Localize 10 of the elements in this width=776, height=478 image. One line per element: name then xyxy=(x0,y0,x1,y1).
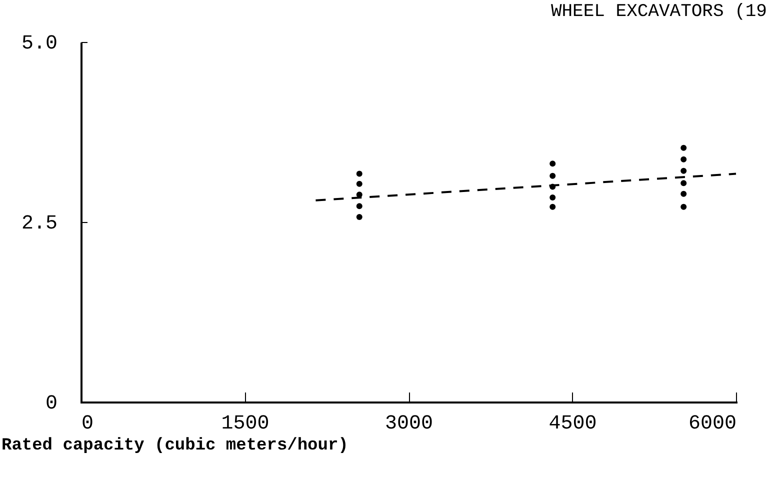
chart-title: WHEEL EXCAVATORS (19 xyxy=(550,2,767,22)
y-tick-label: 2.5 xyxy=(21,212,58,236)
y-tick-label: 0 xyxy=(45,392,58,416)
y-tick-label: 5.0 xyxy=(21,32,58,56)
x-tick-label: 0 xyxy=(82,412,94,436)
x-axis-title: Rated capacity (cubic meters/hour) xyxy=(2,436,348,456)
x-tick-label: 1500 xyxy=(221,412,270,436)
x-tick-label: 6000 xyxy=(688,412,736,436)
x-tick-label: 3000 xyxy=(384,412,434,436)
x-tick-label: 4500 xyxy=(548,412,597,436)
